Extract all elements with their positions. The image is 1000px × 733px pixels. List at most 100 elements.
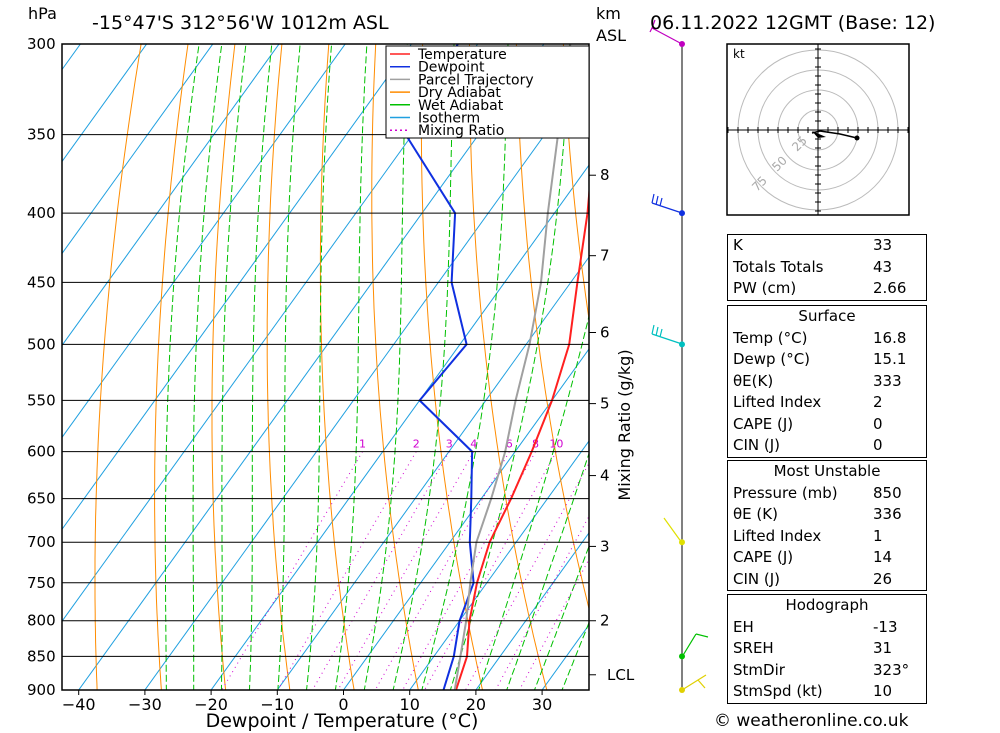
pressure-tick-label: 500 <box>27 335 56 353</box>
mixing-ratio-line <box>337 451 475 690</box>
mu-pressure-label: Pressure (mb) <box>733 483 838 502</box>
pressure-tick-label: 700 <box>27 533 56 551</box>
height-tick-label: 8 <box>600 166 610 184</box>
wet-adiabat-line <box>334 44 368 690</box>
surface-cin-label: CIN (J) <box>733 436 781 454</box>
pressure-tick-label: 400 <box>27 204 56 222</box>
legend-label: Dry Adiabat <box>418 85 501 101</box>
index-pw-label: PW (cm) <box>733 279 797 297</box>
hodo-eh-label: EH <box>733 617 754 636</box>
index-k-value: 33 <box>873 236 893 254</box>
mu-cape-row: CAPE (J) 14 <box>728 547 926 569</box>
hodograph-unit: kt <box>733 47 745 61</box>
surface-panel: Surface Temp (°C) 16.8 Dewp (°C) 15.1 θE(K… <box>727 305 927 458</box>
surface-temp-row: Temp (°C) 16.8 <box>728 328 926 350</box>
legend-label: Temperature <box>417 47 507 63</box>
surface-title: Surface <box>798 307 856 325</box>
surface-li-label: Lifted Index <box>733 393 822 411</box>
surface-cape-label: CAPE (J) <box>733 414 794 433</box>
isotherm-line <box>62 44 280 347</box>
hodo-sreh-row: SREH 31 <box>728 638 926 660</box>
height-unit-km: km <box>596 4 621 23</box>
height-tick-label: LCL <box>607 666 635 684</box>
mixing-ratio-axis-label: Mixing Ratio (g/kg) <box>615 349 634 500</box>
hodo-stmspd-value: 10 <box>873 682 893 700</box>
mixing-ratio-line <box>221 451 363 690</box>
mixing-ratio-label: 4 <box>470 438 477 451</box>
wind-barb <box>663 517 683 544</box>
surface-theta-row: θE(K) 333 <box>728 371 926 393</box>
hodograph-title: Hodograph <box>785 596 869 614</box>
mu-pressure-row: Pressure (mb) 850 <box>728 483 926 505</box>
indices-panel: K 33 Totals Totals 43 PW (cm) 2.66 <box>727 234 927 301</box>
surface-dewp-row: Dewp (°C) 15.1 <box>728 349 926 371</box>
surface-li-value: 2 <box>873 393 883 411</box>
mixing-ratio-label: 6 <box>506 438 513 451</box>
wet-adiabat-line <box>533 544 589 690</box>
index-k-label: K <box>733 236 743 254</box>
x-tick-label: −20 <box>194 695 228 714</box>
isotherm-line <box>144 72 589 690</box>
wet-adiabat-line <box>220 44 247 690</box>
legend-box <box>385 45 590 139</box>
isotherm-line <box>62 44 82 71</box>
hodograph-panel: Hodograph EH -13 SREH 31 StmDir 323° StmSpd… <box>727 594 927 704</box>
surface-li-row: Lifted Index 2 <box>728 392 926 414</box>
legend-label: Parcel Trajectory <box>418 72 534 88</box>
most-unstable-panel: Most Unstable Pressure (mb) 850 θE (K) 336… <box>727 460 927 591</box>
index-tt-label: Totals Totals <box>733 257 824 276</box>
isotherm-line <box>62 44 148 163</box>
pressure-tick-label: 800 <box>27 612 56 630</box>
mu-theta-value: 336 <box>873 505 902 523</box>
mixing-ratio-line <box>495 515 589 690</box>
mu-pressure-value: 850 <box>873 483 902 502</box>
storm-motion-marker <box>812 131 826 138</box>
height-unit-asl: ASL <box>596 26 626 45</box>
legend-label: Mixing Ratio <box>418 123 504 139</box>
mixing-ratio-line <box>311 451 450 690</box>
dry-adiabat-line <box>962 0 1000 722</box>
isotherm-line <box>342 348 589 690</box>
hodo-stmdir-value: 323° <box>873 660 910 679</box>
surface-cin-row: CIN (J) 0 <box>728 435 926 457</box>
index-pw-value: 2.66 <box>873 279 907 297</box>
hodograph-point <box>854 135 860 141</box>
height-tick-label: 5 <box>600 395 610 413</box>
height-tick-label: 3 <box>600 537 610 555</box>
dry-adiabat-line <box>154 44 189 690</box>
x-tick-label: −10 <box>260 695 294 714</box>
mixing-ratio-label: 25 <box>640 438 654 451</box>
legend-label: Dewpoint <box>418 60 485 76</box>
mixing-ratio-label: 1 <box>359 438 366 451</box>
x-tick-label: 20 <box>466 695 486 714</box>
wet-adiabat-line <box>164 44 200 690</box>
isotherm-line <box>409 440 589 690</box>
wind-barb <box>651 193 683 214</box>
mixing-ratio-label: 2 <box>413 438 420 451</box>
legend-label: Wet Adiabat <box>418 98 504 114</box>
hodo-stmspd-row: StmSpd (kt) 10 <box>728 681 926 703</box>
mixing-ratio-label: 15 <box>588 438 602 451</box>
surface-dewp-value: 15.1 <box>873 350 907 368</box>
mu-li-row: Lifted Index 1 <box>728 526 926 548</box>
surface-cape-row: CAPE (J) 0 <box>728 414 926 436</box>
surface-temp-label: Temp (°C) <box>733 328 808 347</box>
height-tick-label: 7 <box>600 247 610 265</box>
index-k-row: K 33 <box>728 235 926 257</box>
index-tt-value: 43 <box>873 257 893 276</box>
dry-adiabat-line <box>319 44 355 690</box>
mu-cin-row: CIN (J) 26 <box>728 569 926 591</box>
hodograph-trace <box>811 130 858 139</box>
dry-adiabat-line <box>917 0 1000 722</box>
pressure-tick-label: 850 <box>27 647 56 665</box>
index-pw-row: PW (cm) 2.66 <box>728 278 926 300</box>
dry-adiabat-line <box>94 44 142 690</box>
x-tick-label: −40 <box>62 695 96 714</box>
credit-link[interactable]: © weatheronline.co.uk <box>714 711 909 731</box>
hodo-sreh-label: SREH <box>733 639 774 657</box>
x-axis-label: Dewpoint / Temperature (°C) <box>206 710 479 732</box>
hodo-eh-row: EH -13 <box>728 617 926 639</box>
wind-level-dot <box>679 341 685 348</box>
dry-adiabat-line <box>211 44 236 690</box>
wind-barb <box>681 674 707 691</box>
